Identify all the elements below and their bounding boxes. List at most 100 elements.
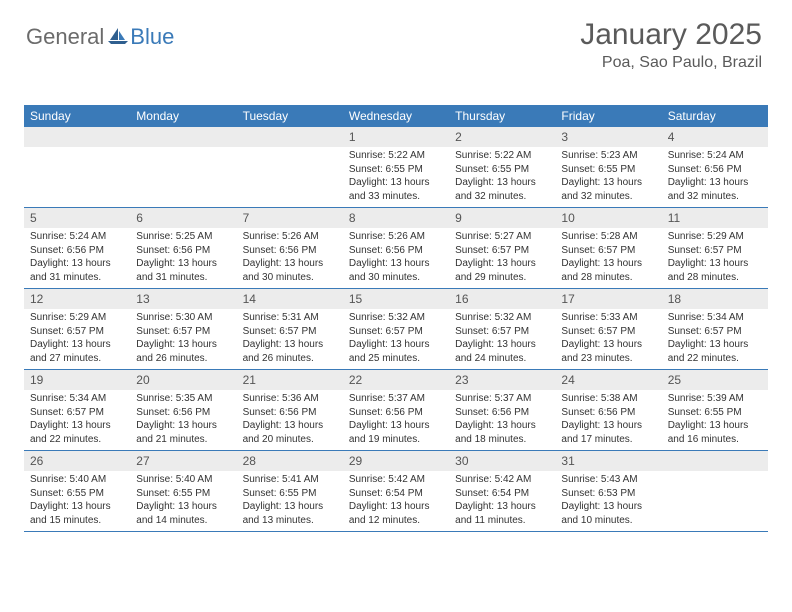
day-header: Friday: [555, 105, 661, 127]
calendar-cell: 2Sunrise: 5:22 AMSunset: 6:55 PMDaylight…: [449, 127, 555, 207]
cell-day-number: 23: [449, 370, 555, 390]
calendar-cell: 14Sunrise: 5:31 AMSunset: 6:57 PMDayligh…: [237, 289, 343, 369]
daylight-line: Daylight: 13 hours and 16 minutes.: [668, 419, 762, 446]
cell-body: Sunrise: 5:38 AMSunset: 6:56 PMDaylight:…: [555, 390, 661, 450]
sunset-line: Sunset: 6:55 PM: [561, 163, 655, 177]
cell-body: Sunrise: 5:31 AMSunset: 6:57 PMDaylight:…: [237, 309, 343, 369]
cell-day-number: 26: [24, 451, 130, 471]
calendar-cell: 6Sunrise: 5:25 AMSunset: 6:56 PMDaylight…: [130, 208, 236, 288]
sunrise-line: Sunrise: 5:40 AM: [136, 473, 230, 487]
cell-body: Sunrise: 5:40 AMSunset: 6:55 PMDaylight:…: [130, 471, 236, 531]
sunrise-line: Sunrise: 5:22 AM: [455, 149, 549, 163]
cell-body: Sunrise: 5:29 AMSunset: 6:57 PMDaylight:…: [662, 228, 768, 288]
cell-body: Sunrise: 5:41 AMSunset: 6:55 PMDaylight:…: [237, 471, 343, 531]
calendar-cell: 17Sunrise: 5:33 AMSunset: 6:57 PMDayligh…: [555, 289, 661, 369]
brand-logo: General Blue: [26, 24, 174, 50]
sunrise-line: Sunrise: 5:22 AM: [349, 149, 443, 163]
cell-day-number: 1: [343, 127, 449, 147]
daylight-line: Daylight: 13 hours and 31 minutes.: [136, 257, 230, 284]
daylight-line: Daylight: 13 hours and 22 minutes.: [668, 338, 762, 365]
sunset-line: Sunset: 6:56 PM: [243, 406, 337, 420]
sunset-line: Sunset: 6:57 PM: [243, 325, 337, 339]
sunset-line: Sunset: 6:57 PM: [561, 325, 655, 339]
calendar-cell: 20Sunrise: 5:35 AMSunset: 6:56 PMDayligh…: [130, 370, 236, 450]
sunrise-line: Sunrise: 5:34 AM: [30, 392, 124, 406]
cell-day-number: 6: [130, 208, 236, 228]
sunset-line: Sunset: 6:56 PM: [561, 406, 655, 420]
location-label: Poa, Sao Paulo, Brazil: [580, 54, 762, 72]
sunset-line: Sunset: 6:56 PM: [136, 406, 230, 420]
cell-body: [662, 471, 768, 525]
cell-day-number: [237, 127, 343, 147]
cell-body: Sunrise: 5:37 AMSunset: 6:56 PMDaylight:…: [343, 390, 449, 450]
cell-day-number: 8: [343, 208, 449, 228]
daylight-line: Daylight: 13 hours and 12 minutes.: [349, 500, 443, 527]
calendar-cell: 12Sunrise: 5:29 AMSunset: 6:57 PMDayligh…: [24, 289, 130, 369]
calendar-cell: 11Sunrise: 5:29 AMSunset: 6:57 PMDayligh…: [662, 208, 768, 288]
calendar-cell: 7Sunrise: 5:26 AMSunset: 6:56 PMDaylight…: [237, 208, 343, 288]
cell-body: Sunrise: 5:34 AMSunset: 6:57 PMDaylight:…: [24, 390, 130, 450]
sunrise-line: Sunrise: 5:42 AM: [349, 473, 443, 487]
cell-body: Sunrise: 5:26 AMSunset: 6:56 PMDaylight:…: [237, 228, 343, 288]
sunset-line: Sunset: 6:57 PM: [668, 325, 762, 339]
logo-text-blue: Blue: [130, 24, 174, 50]
cell-day-number: 18: [662, 289, 768, 309]
calendar-cell: 5Sunrise: 5:24 AMSunset: 6:56 PMDaylight…: [24, 208, 130, 288]
cell-day-number: 24: [555, 370, 661, 390]
calendar-cell: 30Sunrise: 5:42 AMSunset: 6:54 PMDayligh…: [449, 451, 555, 531]
daylight-line: Daylight: 13 hours and 14 minutes.: [136, 500, 230, 527]
daylight-line: Daylight: 13 hours and 32 minutes.: [561, 176, 655, 203]
cell-body: Sunrise: 5:27 AMSunset: 6:57 PMDaylight:…: [449, 228, 555, 288]
calendar-cell: 18 Sunrise: 5:34 AMSunset: 6:57 PMDayligh…: [662, 289, 768, 369]
sunrise-line: Sunrise: 5:36 AM: [243, 392, 337, 406]
cell-day-number: 9: [449, 208, 555, 228]
day-header: Monday: [130, 105, 236, 127]
calendar-cell: [662, 451, 768, 531]
daylight-line: Daylight: 13 hours and 20 minutes.: [243, 419, 337, 446]
day-header: Thursday: [449, 105, 555, 127]
logo-sail-icon: [108, 26, 128, 49]
calendar-cell: 22Sunrise: 5:37 AMSunset: 6:56 PMDayligh…: [343, 370, 449, 450]
cell-day-number: 20: [130, 370, 236, 390]
sunrise-line: Sunrise: 5:40 AM: [30, 473, 124, 487]
calendar-cell: 31Sunrise: 5:43 AMSunset: 6:53 PMDayligh…: [555, 451, 661, 531]
sunset-line: Sunset: 6:57 PM: [349, 325, 443, 339]
cell-body: Sunrise: 5:36 AMSunset: 6:56 PMDaylight:…: [237, 390, 343, 450]
cell-day-number: [24, 127, 130, 147]
sunrise-line: Sunrise: 5:35 AM: [136, 392, 230, 406]
calendar-cell: [24, 127, 130, 207]
sunrise-line: Sunrise: 5:23 AM: [561, 149, 655, 163]
sunrise-line: Sunrise: 5:34 AM: [668, 311, 762, 325]
cell-body: Sunrise: 5:32 AMSunset: 6:57 PMDaylight:…: [449, 309, 555, 369]
sunset-line: Sunset: 6:55 PM: [455, 163, 549, 177]
calendar-cell: [237, 127, 343, 207]
sunrise-line: Sunrise: 5:24 AM: [30, 230, 124, 244]
cell-body: [130, 147, 236, 201]
cell-day-number: 10: [555, 208, 661, 228]
sunrise-line: Sunrise: 5:43 AM: [561, 473, 655, 487]
sunset-line: Sunset: 6:55 PM: [30, 487, 124, 501]
sunrise-line: Sunrise: 5:31 AM: [243, 311, 337, 325]
daylight-line: Daylight: 13 hours and 32 minutes.: [455, 176, 549, 203]
daylight-line: Daylight: 13 hours and 28 minutes.: [561, 257, 655, 284]
cell-body: Sunrise: 5:42 AMSunset: 6:54 PMDaylight:…: [449, 471, 555, 531]
week-row: 5Sunrise: 5:24 AMSunset: 6:56 PMDaylight…: [24, 208, 768, 289]
cell-day-number: 27: [130, 451, 236, 471]
page-header: January 2025 Poa, Sao Paulo, Brazil: [580, 18, 762, 72]
sunrise-line: Sunrise: 5:42 AM: [455, 473, 549, 487]
calendar-cell: 4Sunrise: 5:24 AMSunset: 6:56 PMDaylight…: [662, 127, 768, 207]
week-row: 1Sunrise: 5:22 AMSunset: 6:55 PMDaylight…: [24, 127, 768, 208]
daylight-line: Daylight: 13 hours and 29 minutes.: [455, 257, 549, 284]
calendar-cell: 1Sunrise: 5:22 AMSunset: 6:55 PMDaylight…: [343, 127, 449, 207]
cell-body: Sunrise: 5:24 AMSunset: 6:56 PMDaylight:…: [662, 147, 768, 207]
calendar-cell: 9Sunrise: 5:27 AMSunset: 6:57 PMDaylight…: [449, 208, 555, 288]
daylight-line: Daylight: 13 hours and 19 minutes.: [349, 419, 443, 446]
cell-body: Sunrise: 5:22 AMSunset: 6:55 PMDaylight:…: [343, 147, 449, 207]
daylight-line: Daylight: 13 hours and 17 minutes.: [561, 419, 655, 446]
daylight-line: Daylight: 13 hours and 26 minutes.: [136, 338, 230, 365]
cell-day-number: 22: [343, 370, 449, 390]
daylight-line: Daylight: 13 hours and 30 minutes.: [349, 257, 443, 284]
cell-day-number: 5: [24, 208, 130, 228]
calendar-cell: 19Sunrise: 5:34 AMSunset: 6:57 PMDayligh…: [24, 370, 130, 450]
cell-body: Sunrise: 5:30 AMSunset: 6:57 PMDaylight:…: [130, 309, 236, 369]
